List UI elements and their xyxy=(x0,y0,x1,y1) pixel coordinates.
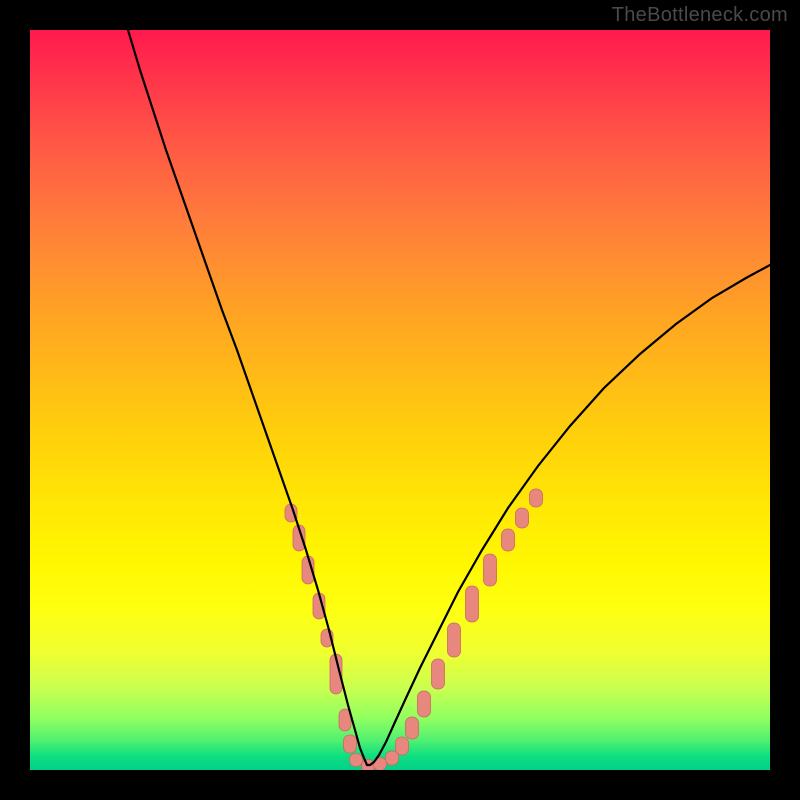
left-curve xyxy=(128,30,367,765)
chart-frame: TheBottleneck.com xyxy=(0,0,800,800)
curve-marker xyxy=(406,717,419,739)
curve-marker xyxy=(516,508,529,528)
curve-marker xyxy=(466,586,479,622)
curve-marker xyxy=(350,754,363,767)
plot-area xyxy=(30,30,770,770)
curve-marker xyxy=(432,659,445,689)
curve-marker xyxy=(344,735,357,753)
curve-marker xyxy=(502,529,515,551)
curve-marker xyxy=(448,623,461,657)
marker-group xyxy=(285,489,543,770)
curve-marker xyxy=(484,554,497,586)
curve-marker xyxy=(396,737,409,755)
curve-marker xyxy=(386,751,399,765)
curve-marker xyxy=(418,691,431,717)
right-curve xyxy=(367,265,770,765)
curve-marker xyxy=(530,489,543,507)
watermark-text: TheBottleneck.com xyxy=(612,4,788,27)
curve-layer xyxy=(30,30,770,770)
